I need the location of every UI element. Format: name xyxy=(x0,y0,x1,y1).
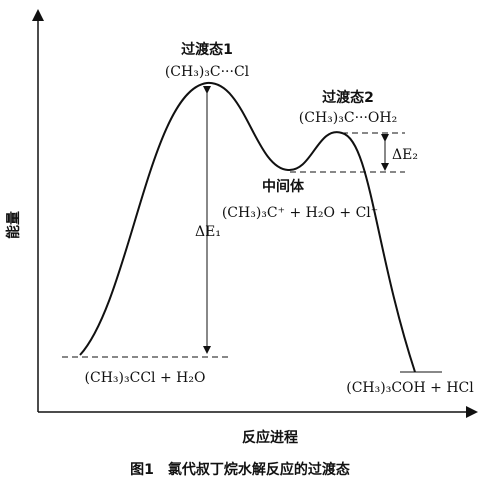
intermediate-species: (CH₃)₃C⁺ + H₂O + Cl⁻ xyxy=(222,205,378,221)
ts1-species: (CH₃)₃C···Cl xyxy=(165,64,250,80)
ts2-title: 过渡态2 xyxy=(322,89,374,106)
delta-e2-label: ΔE₂ xyxy=(392,147,418,163)
intermediate-title: 中间体 xyxy=(262,178,305,195)
ts2-species: (CH₃)₃C···OH₂ xyxy=(299,110,397,126)
x-axis-label: 反应进程 xyxy=(242,429,298,446)
energy-curve xyxy=(79,81,416,373)
caption: 图1 氯代叔丁烷水解反应的过渡态 xyxy=(130,461,350,478)
y-axis-label: 能量 xyxy=(5,211,22,239)
ts1-title: 过渡态1 xyxy=(181,41,233,58)
products-label: (CH₃)₃COH + HCl xyxy=(346,380,474,396)
reactants-label: (CH₃)₃CCl + H₂O xyxy=(85,370,206,386)
delta-e1-label: ΔE₁ xyxy=(195,224,221,240)
